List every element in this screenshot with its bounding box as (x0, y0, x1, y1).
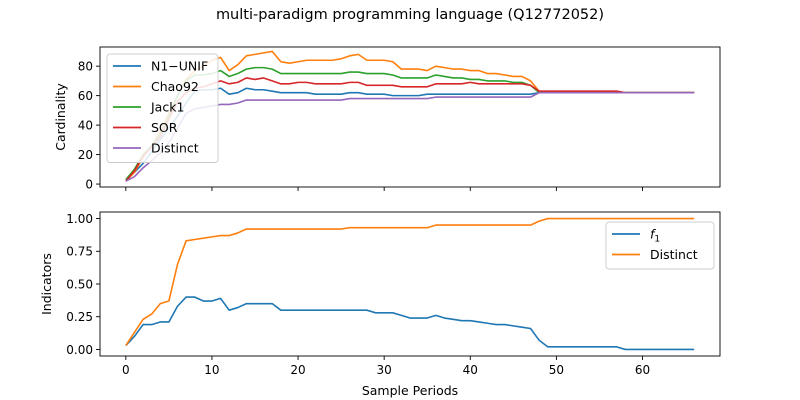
axes-frame (99, 46, 721, 188)
legend-entry: Distinct (650, 247, 698, 262)
chart-title: multi-paradigm programming language (Q12… (216, 7, 604, 23)
y-axis-label: Indicators (39, 253, 54, 315)
legend-frame (106, 53, 219, 163)
y-tick-label: 40 (78, 118, 93, 132)
y-tick-label: 0 (85, 177, 93, 191)
y-tick-label: 0.00 (66, 343, 93, 357)
y-tick-label: 60 (78, 89, 93, 103)
series-line-f1 (125, 296, 695, 351)
legend: f1 Distinct (605, 221, 715, 270)
cardinality-panel: 0 20 40 60 80 Cardinality N1−UNIF Chao92 Jack1 SO… (53, 46, 721, 191)
series-line-distinct (125, 91, 695, 182)
x-tick-label: 50 (549, 363, 564, 377)
y-tick-label: 80 (78, 59, 93, 73)
y-tick-label: 1.00 (66, 212, 93, 226)
legend-entry: Chao92 (151, 79, 199, 94)
x-tick-label: 40 (463, 363, 478, 377)
legend-entry: N1−UNIF (151, 59, 208, 74)
x-tick-label: 10 (204, 363, 219, 377)
y-tick-label: 0.75 (66, 245, 93, 259)
legend-entry: f1 (650, 227, 660, 245)
y-axis-label: Cardinality (53, 83, 68, 151)
y-tick-label: 0.25 (66, 310, 93, 324)
legend-entry: SOR (151, 120, 178, 135)
x-tick-label: 20 (290, 363, 305, 377)
y-tick-label: 20 (78, 148, 93, 162)
x-tick-label: 60 (635, 363, 650, 377)
indicators-panel: 0.00 0.25 0.50 0.75 1.00 0 10 20 30 40 50 60 Indicat… (39, 211, 721, 398)
x-axis-label: Sample Periods (362, 383, 458, 398)
x-tick-label: 30 (377, 363, 392, 377)
x-tick-label: 0 (122, 363, 130, 377)
legend-entry: Distinct (151, 141, 199, 156)
legend-entry: Jack1 (150, 100, 184, 115)
legend: N1−UNIF Chao92 Jack1 SOR Distinct (106, 53, 219, 163)
y-tick-label: 0.50 (66, 277, 93, 291)
series-line-distinct (125, 217, 695, 346)
series-line-sor (125, 77, 695, 182)
